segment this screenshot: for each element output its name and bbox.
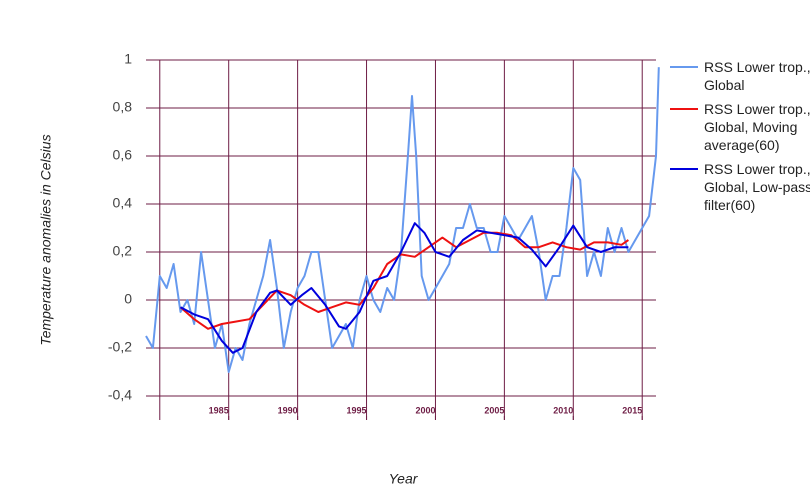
legend-swatch (670, 108, 698, 110)
y-tick-label: 0,6 (113, 147, 133, 163)
y-axis-title: Temperature anomalies in Celsius (38, 134, 54, 345)
y-tick-label: 0,2 (113, 243, 133, 259)
legend-label: RSS Lower trop., Global, Low-pass filter… (704, 161, 810, 213)
legend-swatch (670, 66, 698, 68)
series-line (145, 67, 660, 373)
legend-item: RSS Lower trop., Global (670, 58, 810, 94)
x-tick-label: 1985 (209, 405, 229, 415)
y-tick-label: 0,8 (113, 99, 133, 115)
y-tick-label: 0,4 (113, 195, 133, 211)
y-tick-label: -0,2 (108, 339, 132, 355)
x-tick-label: 2000 (415, 405, 435, 415)
series-line (179, 231, 629, 330)
x-tick-label: 1995 (347, 405, 367, 415)
series-line (180, 222, 629, 354)
y-tick-label: 1 (124, 51, 132, 67)
x-axis-title: Year (389, 471, 419, 487)
legend-label: RSS Lower trop., Global, Moving average(… (704, 101, 810, 153)
x-tick-label: 2010 (553, 405, 573, 415)
y-tick-label: 0 (124, 291, 132, 307)
legend-item: RSS Lower trop., Global, Moving average(… (670, 100, 810, 154)
legend: RSS Lower trop., Global RSS Lower trop., … (670, 58, 810, 220)
x-tick-label: 2015 (622, 405, 642, 415)
x-tick-label: 1990 (278, 405, 298, 415)
legend-item: RSS Lower trop., Global, Low-pass filter… (670, 160, 810, 214)
x-tick-label: 2005 (484, 405, 504, 415)
legend-swatch (670, 168, 698, 170)
y-tick-label: -0,4 (108, 387, 132, 403)
legend-label: RSS Lower trop., Global (704, 59, 810, 93)
